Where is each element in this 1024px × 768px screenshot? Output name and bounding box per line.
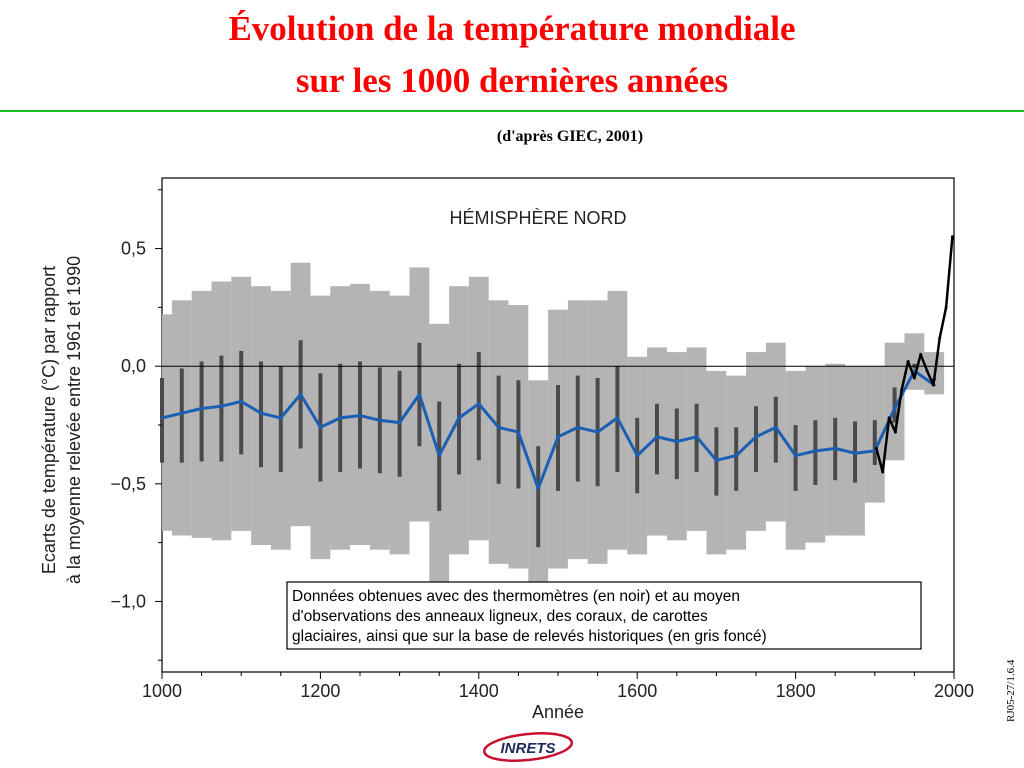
y-tick-label: 0,5 [121, 239, 146, 259]
instrumental-series-point [906, 360, 910, 363]
title-divider [0, 110, 1024, 112]
inrets-logo-text: INRETS [500, 740, 555, 757]
instrumental-series-point [938, 336, 942, 340]
smoothed-series-point [279, 416, 283, 420]
smoothed-series-point [774, 425, 778, 429]
smoothed-series-point [259, 411, 263, 415]
smoothed-series-point [516, 430, 520, 434]
smoothed-series-point [615, 416, 619, 420]
smoothed-series-point [239, 400, 243, 403]
x-tick-label: 1200 [300, 681, 340, 701]
inrets-logo: INRETS [482, 732, 574, 762]
instrumental-series-point [919, 352, 923, 356]
smoothed-series-point [437, 454, 441, 458]
smoothed-series-point [576, 425, 580, 429]
instrumental-series-point [893, 430, 897, 434]
smoothed-series-point [635, 454, 639, 458]
chart-title: HÉMISPHÈRE NORD [449, 208, 626, 228]
smoothed-series-point [477, 402, 481, 406]
smoothed-series-point [794, 454, 798, 458]
smoothed-series-point [655, 435, 659, 439]
smoothed-series-point [338, 416, 342, 420]
annotation-line-2: d'observations des anneaux ligneux, des … [292, 608, 708, 625]
smoothed-series-point [417, 392, 421, 396]
smoothed-series-point [200, 407, 204, 410]
y-axis-label-line-1: Ecarts de température (°C) par rapport [39, 266, 59, 574]
y-tick-label: 0,0 [121, 356, 146, 376]
smoothed-series-point [497, 425, 501, 429]
smoothed-series-point [299, 392, 303, 396]
smoothed-series-point [675, 440, 679, 443]
smoothed-series-point [833, 447, 837, 450]
instrumental-series-point [950, 235, 954, 239]
smoothed-series-point [734, 454, 738, 458]
instrumental-series-point [931, 383, 935, 387]
y-tick-label: −0,5 [110, 474, 146, 494]
annotation-line-3: glaciaires, ainsi que sur la base de rel… [292, 628, 767, 645]
x-axis-label: Année [532, 702, 584, 722]
uncertainty-band-layer [162, 262, 945, 630]
smoothed-series-point [754, 435, 758, 439]
smoothed-series-point [457, 416, 461, 420]
smoothed-series-point [893, 407, 897, 410]
x-tick-label: 1600 [617, 681, 657, 701]
smoothed-series-point [398, 421, 402, 425]
y-axis-label-line-2: à la moyenne relevée entre 1961 et 1990 [64, 256, 84, 584]
source-citation: (d'après GIEC, 2001) [496, 128, 644, 145]
smoothed-series-point [596, 430, 600, 434]
axes: 1000 1200 1400 1600 1800 2000 −1,0 −0,5 0,0 0,5 [110, 189, 974, 701]
smoothed-series-line [161, 369, 936, 490]
smoothed-series-point [318, 425, 322, 429]
smoothed-series-point [695, 435, 699, 439]
smoothed-series-point [219, 404, 223, 408]
smoothed-series-point [714, 458, 718, 462]
instrumental-series-point [944, 305, 948, 309]
instrumental-series-point [887, 416, 891, 420]
smoothed-series-point [180, 411, 184, 415]
x-tick-label: 1000 [142, 681, 182, 701]
annotation-line-1: Données obtenues avec des thermomètres (… [292, 588, 740, 605]
slide-title-line-2: sur les 1000 dernières années [295, 61, 729, 100]
y-tick-label: −1,0 [110, 591, 146, 611]
instrumental-series-point [881, 470, 885, 474]
smoothed-series-point [378, 418, 382, 422]
annotation-box: Données obtenues avec des thermomètres (… [286, 581, 922, 650]
instrumental-series-point [925, 369, 929, 373]
instrumental-series-layer [874, 235, 954, 474]
x-tick-label: 1800 [776, 681, 816, 701]
instrumental-series-point [874, 447, 878, 450]
smoothed-series-point [813, 449, 817, 453]
x-tick-label: 2000 [934, 681, 974, 701]
smoothed-series-point [853, 451, 857, 455]
smoothed-series-point [536, 487, 540, 490]
smoothed-series-point [358, 414, 362, 418]
x-tick-label: 1400 [459, 681, 499, 701]
instrumental-series-point [900, 388, 904, 392]
smoothed-series-layer [160, 369, 936, 490]
instrumental-series-point [912, 376, 916, 380]
slide-reference-code: RJ05-27/1.6.4 [1005, 659, 1017, 722]
smoothed-series-point [556, 435, 560, 439]
slide-title-line-1: Évolution de la température mondiale [228, 9, 796, 48]
smoothed-series-point [160, 416, 164, 420]
